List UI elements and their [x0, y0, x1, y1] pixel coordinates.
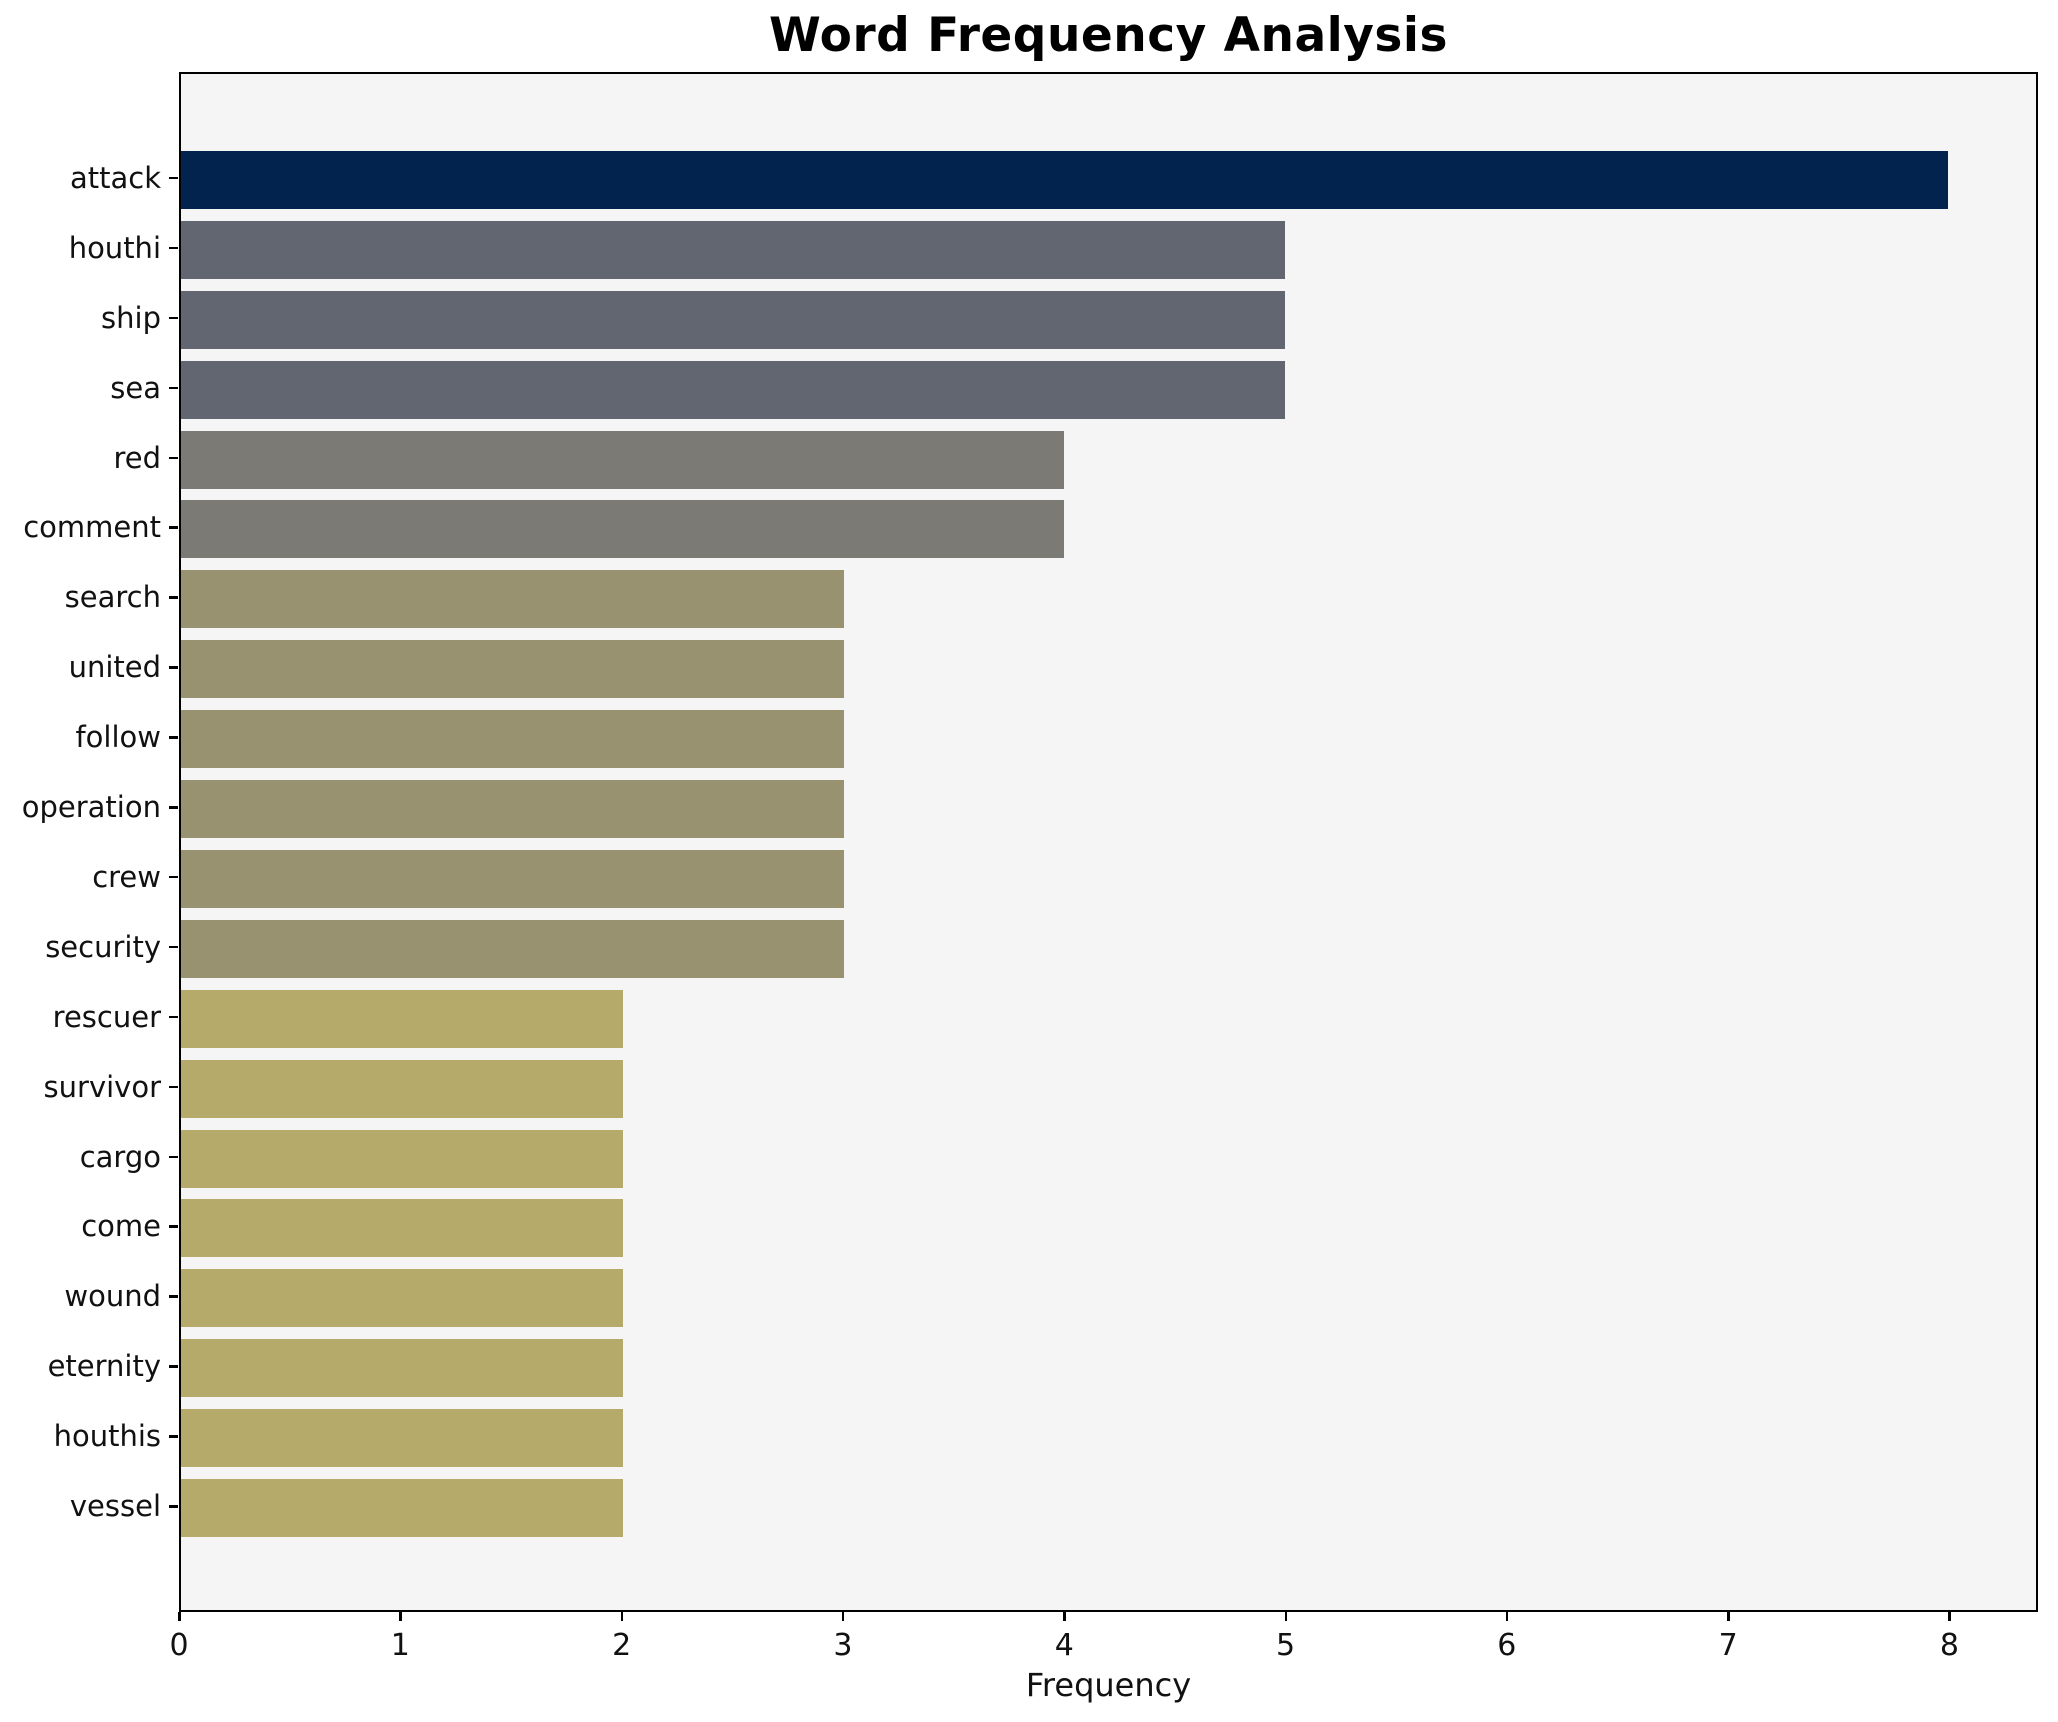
y-tick-mark [169, 875, 178, 879]
x-tick-label-1: 1 [390, 1628, 410, 1663]
x-axis-label: Frequency [1025, 1666, 1192, 1704]
x-tick-mark [1948, 1612, 1951, 1621]
y-tick-label-vessel: vessel [69, 1489, 161, 1524]
y-tick-label-comment: comment [23, 510, 161, 545]
x-tick-label-0: 0 [169, 1628, 189, 1663]
y-tick-label-cargo: cargo [79, 1139, 161, 1174]
x-tick-label-6: 6 [1497, 1628, 1517, 1663]
y-tick-mark [169, 316, 178, 320]
y-tick-label-follow: follow [75, 720, 161, 755]
y-tick-label-come: come [81, 1209, 161, 1244]
bar-vessel [181, 1479, 623, 1538]
bar-crew [181, 849, 844, 908]
bar-wound [181, 1269, 623, 1328]
y-tick-label-wound: wound [64, 1279, 161, 1314]
y-tick-mark [169, 1085, 178, 1089]
y-tick-label-houthi: houthi [68, 230, 161, 265]
y-tick-mark [169, 1225, 178, 1228]
bar-cargo [181, 1129, 623, 1188]
x-tick-mark [1727, 1612, 1730, 1621]
bar-search [181, 570, 844, 629]
bar-attack [181, 150, 1948, 209]
y-tick-mark [169, 736, 178, 739]
bar-united [181, 640, 844, 699]
y-tick-label-ship: ship [101, 300, 161, 335]
y-tick-mark [169, 666, 178, 669]
bar-red [181, 430, 1065, 489]
y-tick-label-crew: crew [92, 859, 161, 894]
bar-rescuer [181, 989, 623, 1048]
y-tick-mark [169, 596, 178, 599]
y-tick-label-rescuer: rescuer [52, 999, 161, 1034]
y-tick-mark [169, 1015, 178, 1019]
x-tick-label-5: 5 [1276, 1628, 1296, 1663]
bar-survivor [181, 1059, 623, 1118]
y-tick-label-united: united [68, 650, 161, 685]
bar-eternity [181, 1339, 623, 1398]
x-tick-label-4: 4 [1054, 1628, 1074, 1663]
y-tick-mark [169, 176, 178, 180]
x-tick-mark [1284, 1612, 1288, 1621]
bar-security [181, 919, 844, 978]
y-tick-label-operation: operation [21, 790, 161, 825]
y-tick-label-sea: sea [110, 370, 161, 405]
bar-follow [181, 710, 844, 769]
bar-sea [181, 360, 1286, 419]
x-tick-mark [841, 1612, 845, 1621]
y-tick-label-security: security [45, 929, 161, 964]
y-tick-label-attack: attack [69, 160, 161, 195]
y-tick-mark [169, 386, 178, 390]
bar-houthis [181, 1409, 623, 1468]
y-tick-label-search: search [64, 580, 161, 615]
bar-houthi [181, 220, 1286, 279]
bar-comment [181, 500, 1065, 559]
bar-come [181, 1199, 623, 1258]
chart-title: Word Frequency Analysis [769, 8, 1448, 63]
y-tick-mark [169, 1365, 178, 1368]
y-tick-mark [169, 1505, 178, 1508]
y-tick-mark [169, 1295, 178, 1298]
x-tick-label-3: 3 [833, 1628, 853, 1663]
x-tick-mark [620, 1612, 624, 1621]
x-tick-mark [1063, 1612, 1066, 1621]
y-tick-label-houthis: houthis [53, 1419, 161, 1454]
x-tick-label-8: 8 [1939, 1628, 1960, 1663]
x-tick-label-2: 2 [612, 1628, 632, 1663]
y-tick-mark [169, 526, 178, 529]
x-tick-label-7: 7 [1718, 1628, 1738, 1663]
x-tick-mark [399, 1612, 402, 1621]
bar-operation [181, 780, 844, 839]
x-tick-mark [1505, 1612, 1509, 1621]
bar-ship [181, 290, 1286, 349]
y-tick-label-red: red [113, 440, 161, 475]
x-tick-mark [178, 1612, 181, 1621]
y-tick-mark [169, 1155, 178, 1159]
y-tick-mark [169, 945, 178, 949]
plot-area [179, 72, 2038, 1612]
y-tick-mark [169, 246, 178, 250]
y-tick-label-survivor: survivor [43, 1069, 161, 1104]
y-tick-mark [169, 456, 178, 460]
y-tick-mark [169, 806, 178, 809]
y-tick-mark [169, 1435, 178, 1438]
y-tick-label-eternity: eternity [47, 1349, 161, 1384]
